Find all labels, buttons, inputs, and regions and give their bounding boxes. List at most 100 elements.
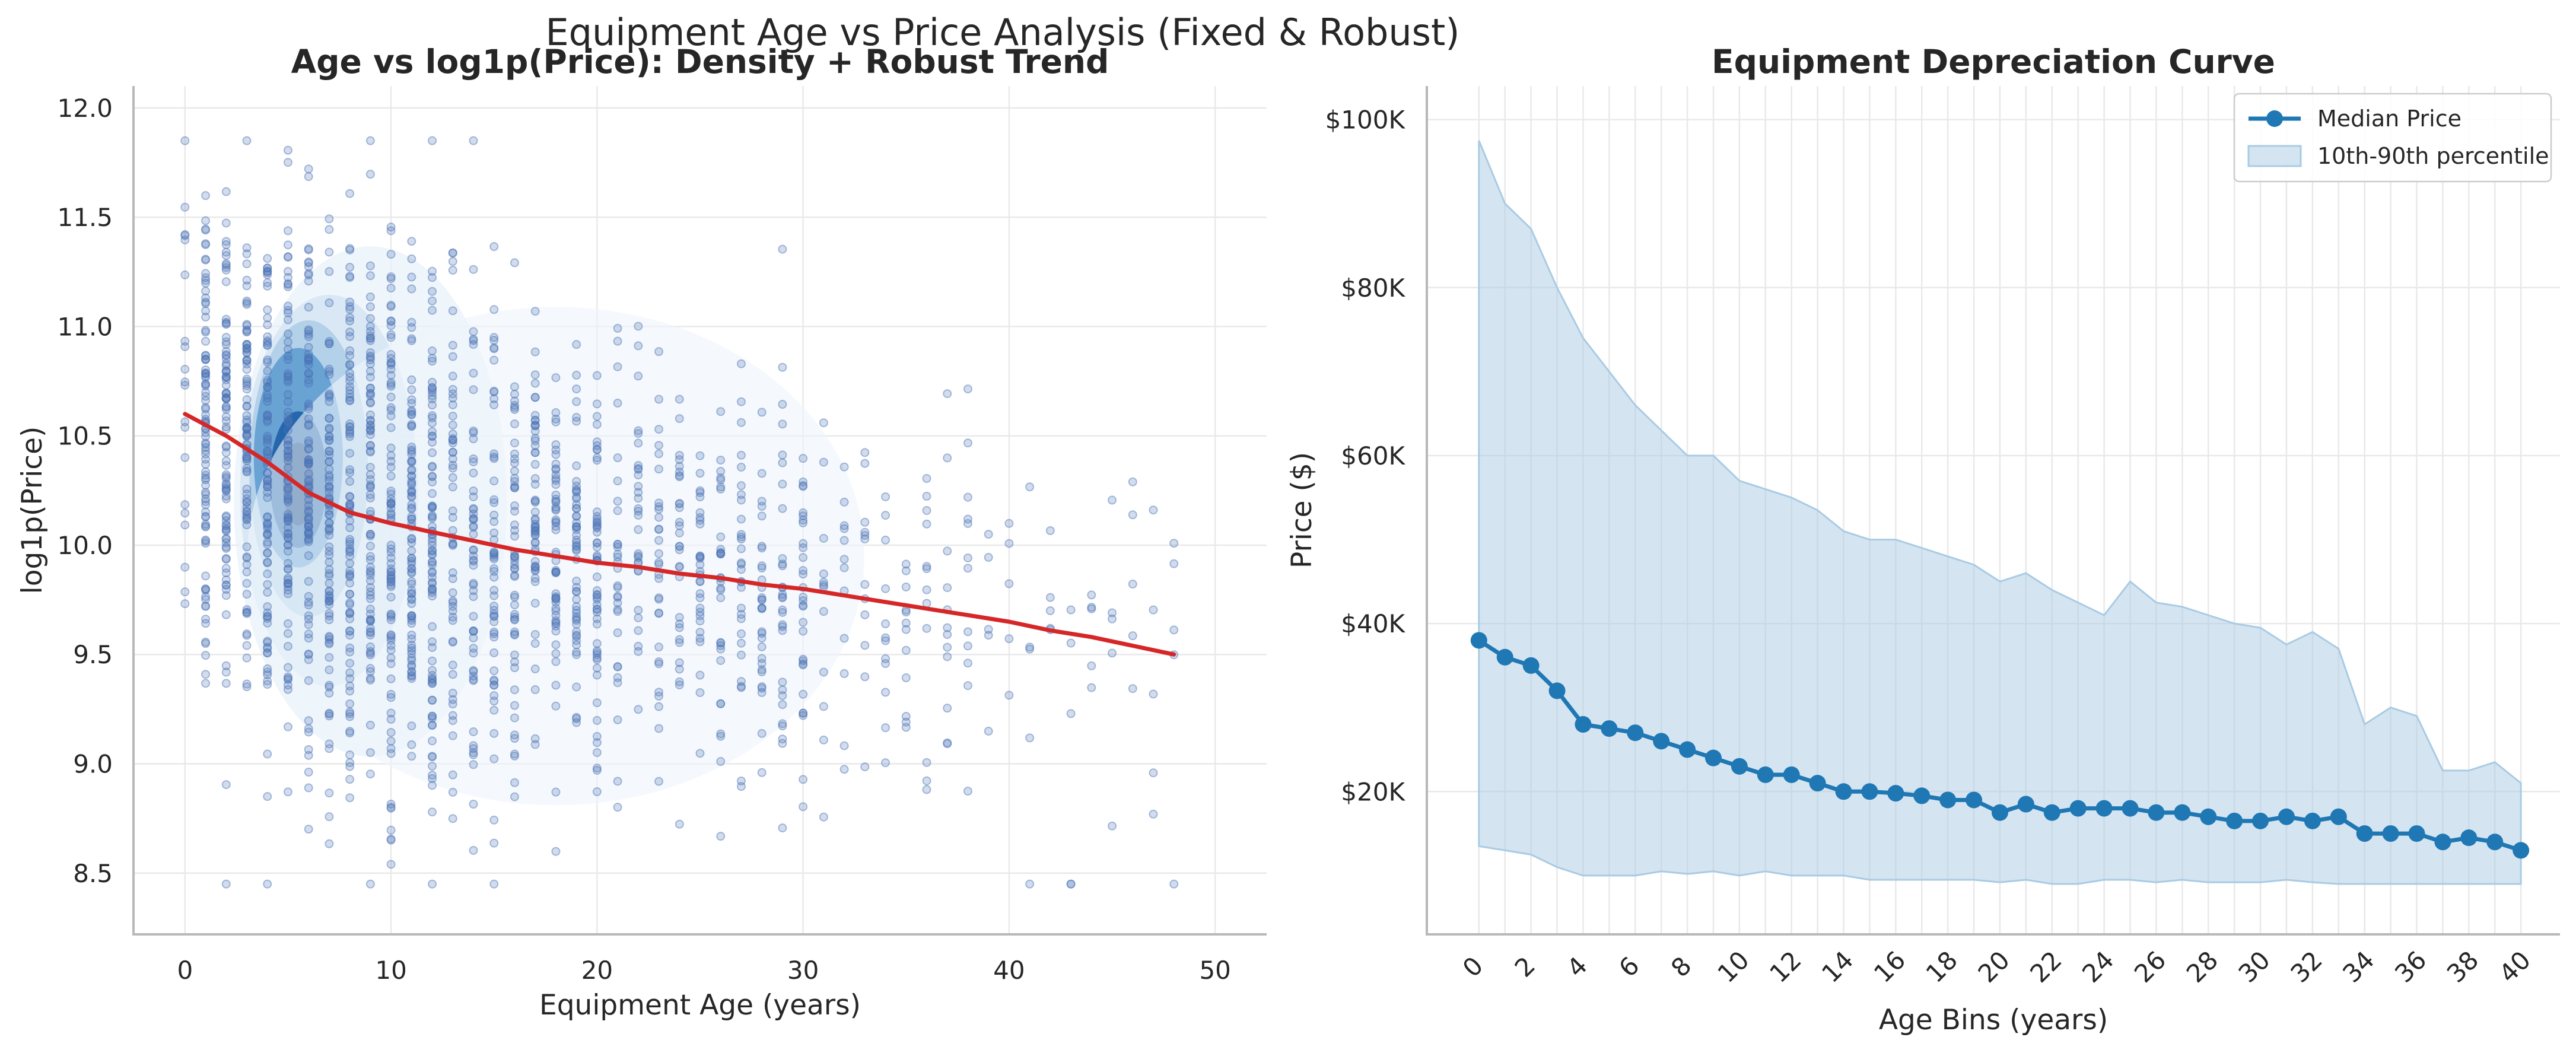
scatter-point xyxy=(221,393,231,403)
median-price-point xyxy=(1679,741,1696,758)
scatter-point xyxy=(572,682,581,692)
scatter-point xyxy=(407,422,416,431)
scatter-point xyxy=(283,529,292,538)
scatter-point xyxy=(654,691,664,701)
scatter-point xyxy=(304,455,313,465)
scatter-point xyxy=(572,340,581,349)
scatter-point xyxy=(613,497,622,506)
scatter-point xyxy=(716,475,726,485)
scatter-point xyxy=(922,585,931,594)
scatter-point xyxy=(448,341,457,350)
scatter-point xyxy=(448,430,457,439)
scatter-point xyxy=(242,281,252,291)
scatter-point xyxy=(428,462,437,471)
scatter-point xyxy=(407,559,416,568)
scatter-point xyxy=(407,588,416,598)
scatter-point xyxy=(325,682,334,692)
scatter-point xyxy=(469,592,478,602)
scatter-point xyxy=(551,525,561,535)
scatter-point xyxy=(345,758,355,768)
scatter-point xyxy=(675,455,684,465)
scatter-point xyxy=(180,270,190,279)
scatter-point xyxy=(201,584,211,594)
scatter-point xyxy=(407,653,416,663)
scatter-point xyxy=(221,340,231,349)
scatter-point xyxy=(304,349,313,359)
scatter-point xyxy=(283,252,292,262)
scatter-point xyxy=(675,499,684,508)
scatter-point xyxy=(221,265,231,275)
scatter-point xyxy=(180,520,190,530)
scatter-point xyxy=(860,535,870,544)
scatter-point xyxy=(1169,559,1179,568)
scatter-point xyxy=(551,611,561,621)
median-price-point xyxy=(2043,804,2060,821)
scatter-point xyxy=(304,514,313,524)
median-price-point xyxy=(2434,834,2451,851)
scatter-point xyxy=(428,266,437,276)
scatter-point xyxy=(283,483,292,492)
scatter-point xyxy=(407,630,416,640)
scatter-point xyxy=(757,688,767,697)
scatter-point xyxy=(510,449,519,459)
right-x-tick-label: 10 xyxy=(1712,946,1754,988)
scatter-point xyxy=(242,374,252,384)
scatter-point xyxy=(263,412,272,421)
scatter-point xyxy=(448,602,457,611)
scatter-point xyxy=(386,489,396,499)
scatter-point xyxy=(489,344,499,354)
scatter-point xyxy=(757,593,767,603)
median-price-point xyxy=(2460,829,2478,847)
scatter-point xyxy=(572,522,581,532)
scatter-point xyxy=(469,486,478,496)
scatter-point xyxy=(551,518,561,527)
scatter-point xyxy=(221,525,231,535)
scatter-point xyxy=(1149,505,1158,515)
scatter-point xyxy=(778,823,787,833)
scatter-point xyxy=(778,362,787,372)
scatter-point xyxy=(365,594,375,603)
scatter-point xyxy=(386,693,396,702)
scatter-point xyxy=(345,609,355,618)
scatter-point xyxy=(365,532,375,541)
scatter-point xyxy=(283,315,292,325)
scatter-point xyxy=(799,596,808,606)
scatter-point xyxy=(386,659,396,669)
scatter-point xyxy=(489,629,499,639)
scatter-point xyxy=(221,521,231,531)
scatter-point xyxy=(530,448,540,457)
scatter-point xyxy=(860,762,870,772)
scatter-point xyxy=(510,473,519,483)
scatter-point xyxy=(345,727,355,736)
scatter-point xyxy=(469,744,478,753)
scatter-point xyxy=(510,627,519,637)
scatter-point xyxy=(428,383,437,392)
scatter-point xyxy=(386,472,396,481)
scatter-point xyxy=(530,526,540,535)
scatter-point xyxy=(489,838,499,848)
scatter-point xyxy=(675,542,684,551)
scatter-point xyxy=(325,518,334,527)
scatter-point xyxy=(428,579,437,588)
scatter-point xyxy=(469,428,478,437)
scatter-point xyxy=(654,498,664,508)
scatter-point xyxy=(1128,477,1137,486)
scatter-point xyxy=(325,247,334,257)
scatter-point xyxy=(242,430,252,440)
scatter-point xyxy=(654,347,664,357)
scatter-point xyxy=(242,259,252,269)
scatter-point xyxy=(839,765,849,774)
scatter-point xyxy=(778,607,787,617)
scatter-point xyxy=(283,573,292,583)
scatter-point xyxy=(221,394,231,403)
scatter-point xyxy=(489,498,499,507)
scatter-point xyxy=(469,545,478,555)
scatter-point xyxy=(428,695,437,705)
scatter-point xyxy=(221,393,231,402)
scatter-point xyxy=(963,518,972,528)
scatter-point xyxy=(201,369,211,378)
scatter-point xyxy=(448,787,457,797)
scatter-point xyxy=(407,486,416,495)
scatter-point xyxy=(572,500,581,510)
scatter-point xyxy=(263,664,272,673)
